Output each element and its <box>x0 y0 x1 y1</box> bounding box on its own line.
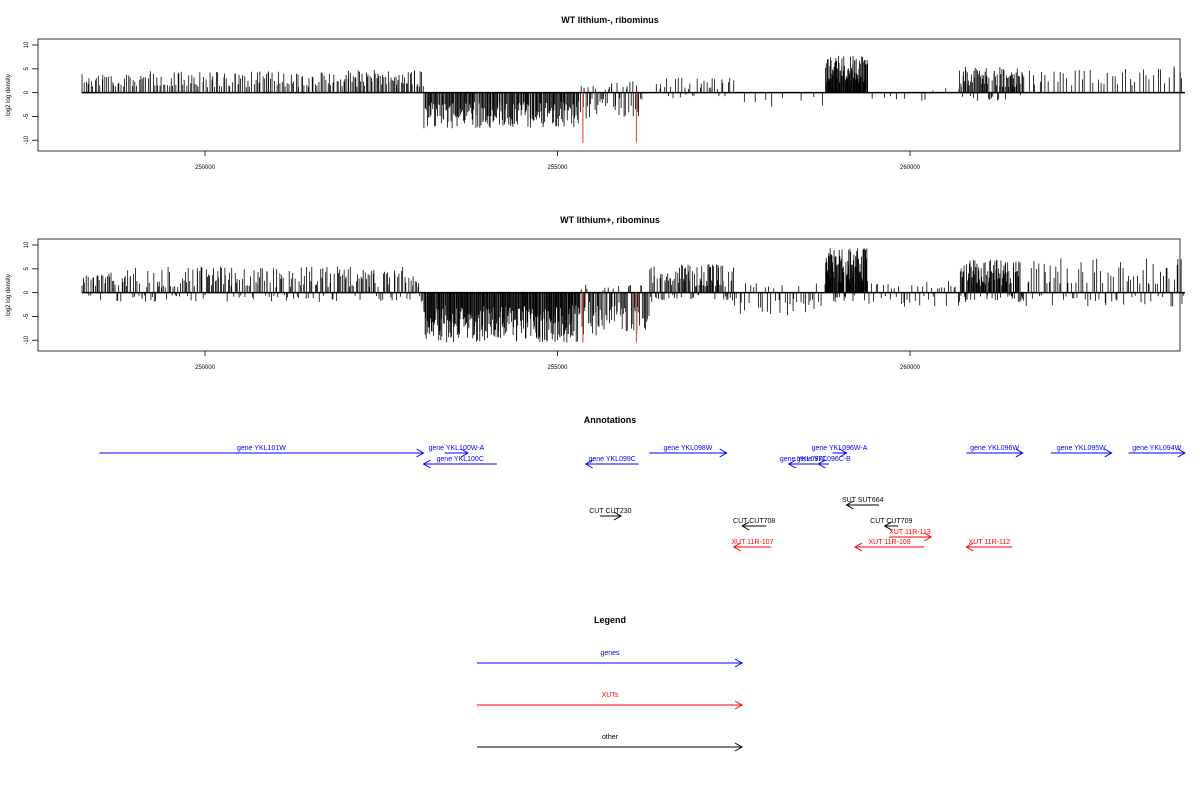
legend-label: genes <box>600 650 620 657</box>
gene-arrow <box>966 448 1024 458</box>
panel-title: WT lithium-, ribominus <box>561 15 659 25</box>
legend-panel: Legend genes XUTs other <box>477 615 744 752</box>
gene-label: gene YKL096C-B <box>796 456 851 463</box>
panel-lithium-plus: WT lithium+, ribominus log2 log density … <box>6 215 1185 371</box>
panel-title: WT lithium+, ribominus <box>560 215 660 225</box>
gene-arrow <box>1051 448 1113 458</box>
series-bars <box>81 248 1185 343</box>
legend-arrow <box>477 742 744 752</box>
y-tick-label: 5 <box>24 66 30 70</box>
legend-arrow <box>477 700 744 710</box>
gene-label: gene YKL099C <box>588 456 635 463</box>
gene-arrow <box>584 459 639 469</box>
y-tick-label: 0 <box>24 290 30 294</box>
plot-frame <box>37 38 1181 152</box>
gene-arrow <box>649 448 728 458</box>
legend-items: genes XUTs other <box>477 650 744 752</box>
gene-arrow <box>444 448 469 458</box>
y-tick-label: 10 <box>24 241 30 248</box>
gene-arrow <box>1128 448 1186 458</box>
y-tick-label: -5 <box>24 313 30 319</box>
other-arrow <box>845 500 879 510</box>
y-tick-label: -10 <box>24 135 30 144</box>
gene-arrow <box>817 459 829 469</box>
panel-lithium-minus: WT lithium-, ribominus log2 log density … <box>6 15 1185 171</box>
x-tick-label: 250000 <box>195 165 216 171</box>
axes: -10 -5 0 5 10 250000 255000 260000 <box>24 241 921 371</box>
axes: -10 -5 0 5 10 250000 255000 260000 <box>24 41 921 171</box>
gene-label: gene YKL096W <box>970 445 1019 452</box>
gene-label: gene YKL095W <box>1057 445 1106 452</box>
other-arrow <box>883 521 899 531</box>
xut-label: XUT 11R-112 <box>968 539 1010 546</box>
y-tick-label: 5 <box>24 266 30 270</box>
other-arrow <box>599 511 622 521</box>
annotation-tracks: gene YKL101W gene YKL100W-A gene YKL100C ge… <box>99 445 1186 552</box>
legend-label: other <box>602 734 619 741</box>
xut-arrow <box>854 542 925 552</box>
other-label: CUT CUT709 <box>870 518 912 525</box>
xut-label: XUT 11R-113 <box>889 529 931 536</box>
y-tick-label: 0 <box>24 90 30 94</box>
xut-arrow <box>732 542 772 552</box>
gene-arrow <box>832 448 848 458</box>
xut-label: XUT 11R-107 <box>731 539 773 546</box>
y-axis-label: log2 log density <box>6 74 12 116</box>
gene-arrow <box>99 448 425 458</box>
y-tick-label: 10 <box>24 41 30 48</box>
gene-label: gene YKL097C <box>780 456 827 463</box>
other-arrow <box>741 521 767 531</box>
x-tick-label: 260000 <box>900 165 921 171</box>
legend-label: XUTs <box>602 692 619 699</box>
y-tick-label: -10 <box>24 335 30 344</box>
gene-arrow <box>787 459 819 469</box>
annotations-panel: Annotations gene YKL101W gene YKL100W-Age… <box>99 415 1186 552</box>
other-label: SUT SUT664 <box>842 497 884 504</box>
xut-arrow <box>888 532 933 542</box>
xut-label: XUT 11R-109 <box>868 539 910 546</box>
x-tick-label: 260000 <box>900 365 921 371</box>
gene-label: gene YKL094W <box>1132 445 1181 452</box>
gene-label: gene YKL098W <box>663 445 712 452</box>
annotations-title: Annotations <box>584 415 637 425</box>
other-label: CUT CUT230 <box>589 508 631 515</box>
x-tick-label: 250000 <box>195 365 216 371</box>
gene-label: gene YKL096W-A <box>812 445 868 452</box>
plot-frame <box>37 238 1181 352</box>
gene-label: gene YKL101W <box>237 445 286 452</box>
other-label: CUT CUT708 <box>733 518 775 525</box>
y-axis-label: log2 log density <box>6 274 12 316</box>
xut-arrow <box>965 542 1013 552</box>
y-tick-label: -5 <box>24 113 30 119</box>
gene-arrow <box>422 459 497 469</box>
series-bars <box>81 55 1185 143</box>
legend-title: Legend <box>594 615 626 625</box>
x-tick-label: 255000 <box>547 365 568 371</box>
legend-arrow <box>477 658 744 668</box>
x-tick-label: 255000 <box>547 165 568 171</box>
gene-label: gene YKL100W-A <box>428 445 484 452</box>
gene-label: gene YKL100C <box>437 456 484 463</box>
